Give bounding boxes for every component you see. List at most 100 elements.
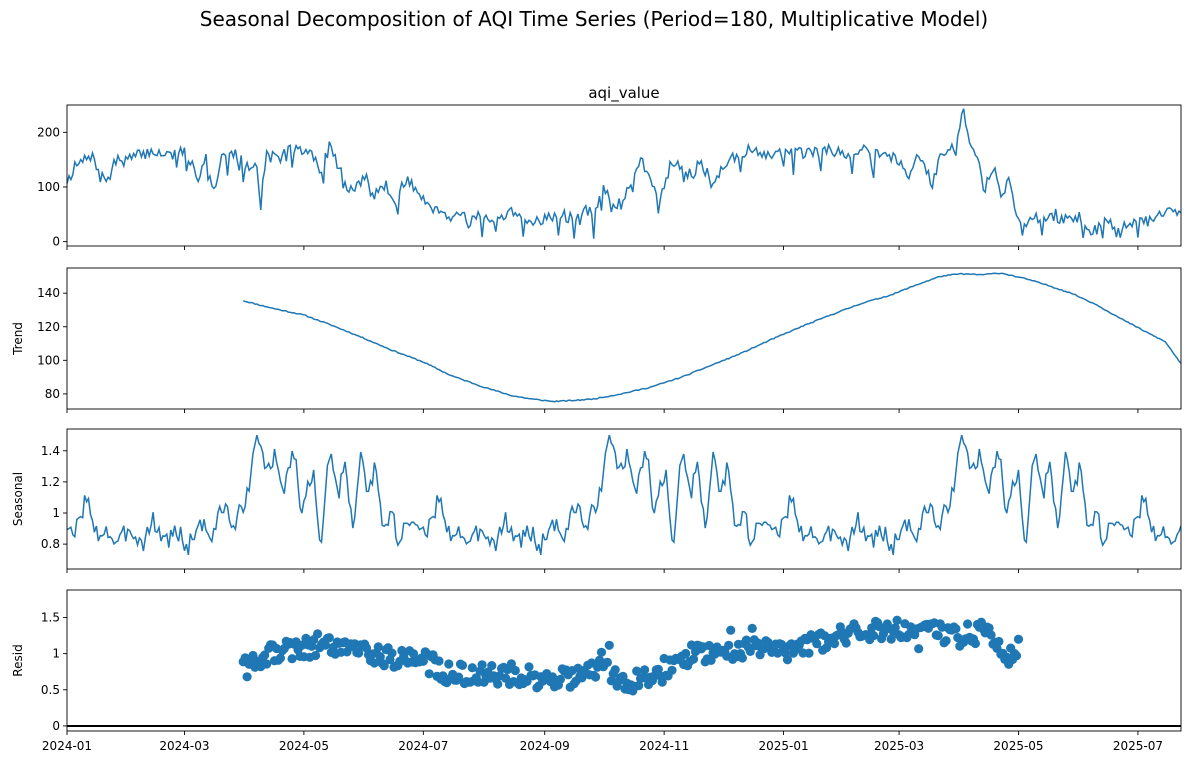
- resid-point: [841, 638, 851, 648]
- resid-point: [369, 658, 379, 668]
- resid-point: [890, 623, 900, 633]
- series-line: [243, 272, 1181, 403]
- resid-point: [951, 624, 961, 634]
- resid-point: [994, 636, 1004, 647]
- plot-area: [67, 434, 1181, 556]
- y-tick-label: 1.2: [41, 475, 60, 489]
- plot-area: [243, 272, 1181, 403]
- plot-area: [67, 108, 1181, 239]
- resid-point: [632, 666, 642, 676]
- resid-point: [487, 661, 497, 671]
- resid-point: [457, 660, 468, 671]
- panel-aqi-value: aqi_value 0 100 200: [37, 84, 1182, 250]
- resid-point: [418, 656, 428, 666]
- y-tick-label: 1.4: [41, 444, 60, 458]
- resid-point: [342, 647, 352, 657]
- resid-point: [829, 639, 840, 649]
- resid-point: [941, 636, 951, 646]
- y-tick-label: 0: [52, 719, 60, 733]
- resid-point: [869, 631, 879, 641]
- y-tick-label: 200: [37, 125, 60, 139]
- resid-point: [313, 629, 323, 639]
- resid-point: [745, 646, 755, 657]
- x-tick-label: 2025-07: [1113, 739, 1163, 753]
- y-tick-label: 80: [45, 387, 60, 401]
- panel-trend: Trend 80 100 120 140: [11, 267, 1182, 413]
- resid-point: [477, 660, 487, 670]
- resid-point: [467, 663, 477, 673]
- resid-point: [555, 674, 566, 685]
- resid-point: [726, 625, 736, 635]
- resid-point: [737, 653, 748, 663]
- resid-point: [408, 649, 419, 659]
- resid-point: [602, 657, 613, 668]
- resid-point: [454, 672, 464, 682]
- resid-point: [610, 665, 620, 675]
- resid-point: [1011, 651, 1022, 661]
- figure-title: Seasonal Decomposition of AQI Time Serie…: [200, 7, 988, 31]
- resid-point: [493, 679, 503, 689]
- y-tick-label: 120: [37, 320, 60, 334]
- resid-point: [892, 615, 902, 625]
- resid-point: [324, 633, 334, 643]
- y-tick-label: 140: [37, 286, 60, 300]
- axes-frame: [66, 104, 1182, 247]
- panel-title: aqi_value: [588, 84, 659, 103]
- y-tick-label: 100: [37, 353, 60, 367]
- resid-point: [812, 639, 822, 649]
- resid-point: [373, 642, 383, 652]
- resid-point: [275, 653, 285, 663]
- plot-area: [67, 615, 1181, 727]
- resid-point: [741, 635, 752, 645]
- axes-frame: [66, 267, 1182, 410]
- y-axis-label: Seasonal: [11, 472, 25, 526]
- resid-point: [914, 644, 924, 654]
- resid-point: [618, 671, 628, 682]
- resid-point: [804, 648, 814, 658]
- resid-point: [657, 677, 667, 687]
- series-line: [67, 434, 1181, 556]
- resid-point: [444, 659, 454, 669]
- resid-point: [681, 648, 691, 659]
- resid-point: [596, 647, 607, 657]
- axes-frame: [66, 428, 1182, 570]
- resid-point: [782, 655, 793, 665]
- y-tick-label: 1: [52, 647, 60, 661]
- y-tick-label: 0.8: [41, 537, 60, 551]
- y-tick-label: 0.5: [41, 683, 60, 697]
- resid-point: [886, 634, 896, 644]
- resid-point: [747, 623, 757, 634]
- x-tick-label: 2024-09: [520, 739, 570, 753]
- x-tick-label: 2024-01: [42, 739, 92, 753]
- resid-point: [688, 654, 699, 664]
- resid-point: [640, 665, 650, 675]
- y-tick-label: 1: [52, 506, 60, 520]
- resid-point: [986, 630, 996, 640]
- resid-point: [963, 619, 973, 629]
- resid-point: [354, 648, 364, 658]
- resid-point: [510, 665, 520, 676]
- x-tick-label: 2024-11: [639, 739, 689, 753]
- y-axis-label: Trend: [11, 322, 25, 356]
- resid-point: [984, 623, 994, 633]
- resid-point: [287, 654, 297, 664]
- x-tick-label: 2025-01: [758, 739, 808, 753]
- resid-point: [604, 640, 614, 650]
- resid-point: [379, 661, 389, 671]
- resid-point: [434, 656, 444, 666]
- resid-point: [634, 681, 644, 691]
- resid-point: [704, 640, 714, 651]
- y-axis-label: Resid: [11, 644, 25, 676]
- axes-frame: [66, 589, 1182, 732]
- resid-point: [524, 662, 534, 672]
- y-tick-label: 0: [52, 235, 60, 249]
- resid-point: [724, 640, 734, 650]
- series-line: [67, 108, 1181, 239]
- x-tick-label: 2025-03: [874, 739, 924, 753]
- panel-seasonal: Seasonal 0.8 1 1.2 1.4: [11, 428, 1182, 573]
- x-tick-label: 2024-03: [159, 739, 209, 753]
- y-tick-label: 1.5: [41, 610, 60, 624]
- x-tick-label: 2024-05: [279, 739, 329, 753]
- panel-resid: Resid 0 0.5 1 1.5 2024-01 2024-03 2024-05 2024-0…: [11, 589, 1182, 753]
